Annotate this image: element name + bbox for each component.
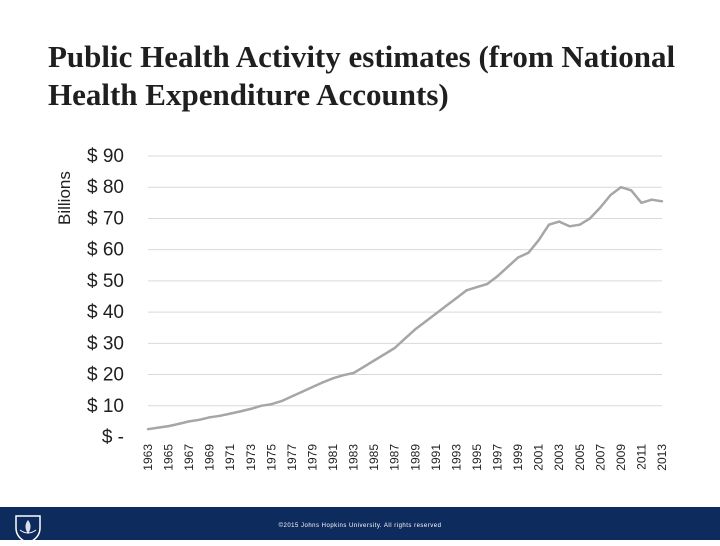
y-tick-label: $ 10 xyxy=(87,396,124,417)
data-point-1996 xyxy=(486,282,489,286)
y-tick-label: $ 50 xyxy=(87,271,124,292)
data-points xyxy=(146,186,664,431)
data-point-1964 xyxy=(157,426,160,429)
data-point-2000 xyxy=(527,251,530,254)
x-tick-label: 1969 xyxy=(203,444,217,471)
y-axis-label: Billions xyxy=(55,171,74,225)
data-point-1989 xyxy=(414,328,417,331)
data-point-1963 xyxy=(146,427,150,431)
data-point-2005 xyxy=(578,223,581,226)
x-tick-label: 1975 xyxy=(264,444,278,471)
x-tick-label: 1989 xyxy=(408,444,422,471)
data-point-2012 xyxy=(650,198,653,201)
x-tick-label: 1977 xyxy=(285,444,299,471)
data-point-2007 xyxy=(599,206,602,209)
data-point-1992 xyxy=(444,304,448,308)
data-point-1968 xyxy=(198,418,201,422)
data-point-1983 xyxy=(352,371,355,375)
data-point-1965 xyxy=(167,424,170,428)
data-point-2002 xyxy=(547,223,551,226)
data-point-1982 xyxy=(342,373,345,377)
data-point-1972 xyxy=(239,410,242,413)
data-point-1977 xyxy=(290,395,294,398)
data-point-1998 xyxy=(506,265,509,269)
data-point-1986 xyxy=(383,353,386,356)
slide-title: Public Health Activity estimates (from N… xyxy=(48,39,676,112)
footer-band xyxy=(0,507,720,540)
data-point-1991 xyxy=(434,312,438,315)
y-tick-label: $ 30 xyxy=(87,333,124,354)
data-point-2011 xyxy=(640,201,643,205)
data-point-1995 xyxy=(475,285,479,289)
x-tick-label: 1979 xyxy=(305,444,319,471)
x-tick-label: 1965 xyxy=(162,444,176,471)
series-line-public-health xyxy=(147,185,663,431)
y-tick-label: $ 60 xyxy=(87,240,124,261)
data-point-1981 xyxy=(331,377,335,380)
data-point-1979 xyxy=(311,385,314,389)
copyright-notice: ©2015 Johns Hopkins University. All righ… xyxy=(278,523,442,529)
x-tick-label: 1983 xyxy=(347,444,361,471)
x-tick-label: 2013 xyxy=(655,444,669,471)
data-point-1984 xyxy=(362,365,366,368)
data-point-1978 xyxy=(301,390,304,393)
data-point-1988 xyxy=(403,337,407,340)
x-tick-label: 1993 xyxy=(449,444,463,471)
x-tick-label: 1981 xyxy=(326,444,340,471)
x-axis-ticks: 1963 1965 1967 1969 1971 1973 1975 1977 1979 1981… xyxy=(141,444,669,471)
x-tick-label: 2001 xyxy=(532,444,546,471)
data-point-1969 xyxy=(208,416,211,419)
x-tick-label: 1991 xyxy=(429,444,443,471)
y-tick-label: $ - xyxy=(102,427,124,448)
x-tick-label: 1987 xyxy=(388,444,402,471)
data-point-1966 xyxy=(177,422,181,426)
y-tick-label: $ 80 xyxy=(87,177,124,198)
x-tick-label: 2011 xyxy=(634,444,648,470)
data-point-2010 xyxy=(629,189,633,192)
data-point-2013 xyxy=(660,200,664,203)
data-point-1973 xyxy=(249,407,252,411)
x-tick-label: 1973 xyxy=(244,444,258,471)
x-tick-label: 1995 xyxy=(470,444,484,471)
data-point-1987 xyxy=(393,346,396,350)
x-tick-label: 1997 xyxy=(491,444,505,471)
x-tick-label: 2003 xyxy=(552,444,566,471)
data-point-1980 xyxy=(321,381,324,384)
data-point-1974 xyxy=(259,404,263,407)
y-tick-label: $ 70 xyxy=(87,208,124,229)
x-tick-label: 1999 xyxy=(511,444,525,471)
data-point-1975 xyxy=(270,403,273,406)
data-point-2008 xyxy=(609,193,612,197)
line-chart: $ -$ 10$ 20$ 30$ 40$ 50$ 60$ 70$ 80$ 90 … xyxy=(55,146,669,471)
y-axis-ticks: $ - $ 10 $ 20 $ 30 $ 40 $ 50 $ 60 $ 70 $ 80 $ 90 xyxy=(87,146,124,448)
data-point-2003 xyxy=(558,220,561,223)
data-point-2004 xyxy=(568,225,571,228)
data-point-1993 xyxy=(455,296,458,300)
data-point-2001 xyxy=(537,239,540,242)
data-point-1994 xyxy=(465,289,468,292)
x-tick-label: 1967 xyxy=(182,444,196,471)
data-point-1976 xyxy=(280,399,283,403)
x-tick-label: 2007 xyxy=(593,444,607,471)
data-point-1999 xyxy=(516,256,520,259)
data-point-2009 xyxy=(619,186,623,189)
gridlines xyxy=(148,155,662,407)
y-tick-label: $ 20 xyxy=(87,365,124,386)
data-point-1997 xyxy=(496,275,499,278)
data-point-1990 xyxy=(424,320,427,323)
y-tick-label: $ 40 xyxy=(87,302,124,323)
data-point-1970 xyxy=(218,414,222,417)
data-point-2006 xyxy=(588,217,592,220)
x-tick-label: 1963 xyxy=(141,444,155,471)
data-point-1985 xyxy=(372,359,376,362)
data-point-1967 xyxy=(187,420,191,423)
x-tick-label: 2005 xyxy=(573,444,587,471)
x-tick-label: 1985 xyxy=(367,444,381,471)
x-tick-label: 1971 xyxy=(223,444,237,471)
x-tick-label: 2009 xyxy=(614,444,628,471)
footer-bar: ©2015 Johns Hopkins University. All righ… xyxy=(0,507,720,544)
data-point-1971 xyxy=(229,412,232,415)
y-tick-label: $ 90 xyxy=(87,146,124,167)
